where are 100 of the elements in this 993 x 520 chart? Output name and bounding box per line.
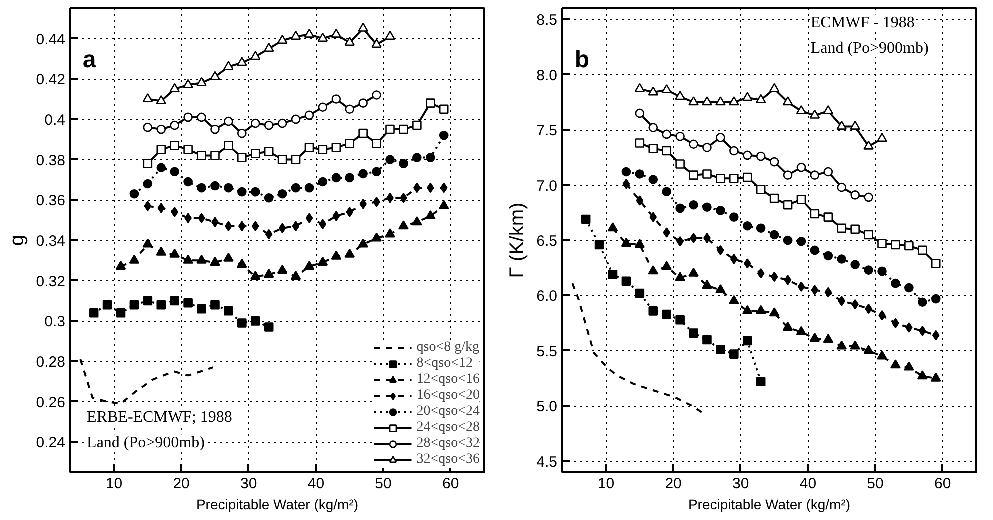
y-tick-label: 0.32 xyxy=(36,273,66,290)
point xyxy=(702,335,712,345)
point xyxy=(439,104,449,114)
point xyxy=(143,122,153,132)
point xyxy=(810,209,820,219)
point xyxy=(130,189,140,199)
point xyxy=(278,189,288,199)
point xyxy=(864,345,874,354)
point xyxy=(197,183,206,193)
point xyxy=(850,224,860,234)
point xyxy=(156,124,166,134)
point xyxy=(212,217,219,228)
annotation: ECMWF - 1988 xyxy=(810,14,915,32)
point xyxy=(425,210,436,220)
point xyxy=(891,240,900,250)
point xyxy=(676,204,685,214)
legend-label: 12<qso<16 xyxy=(416,372,480,388)
point xyxy=(648,123,658,132)
point xyxy=(197,112,206,122)
point xyxy=(810,246,820,256)
y-tick-label: 0.44 xyxy=(36,31,66,48)
point xyxy=(675,91,686,100)
x-axis-title: Precipitable Water (kg/m²) xyxy=(688,496,851,512)
point xyxy=(904,362,914,371)
point xyxy=(184,145,193,154)
point xyxy=(716,284,726,294)
point xyxy=(238,128,247,138)
point xyxy=(634,239,646,248)
point xyxy=(850,120,860,130)
y-tick-label: 7.0 xyxy=(536,178,558,195)
point xyxy=(318,32,328,42)
point xyxy=(823,334,834,344)
point xyxy=(198,213,206,224)
point xyxy=(156,300,166,310)
point xyxy=(730,212,739,222)
point xyxy=(930,372,942,382)
point xyxy=(197,304,206,314)
point xyxy=(438,200,450,210)
point xyxy=(662,187,672,197)
x-tick-label: 60 xyxy=(442,476,460,492)
x-tick-label: 10 xyxy=(598,476,615,492)
point xyxy=(184,112,193,122)
legend-label: 8<qso<12 xyxy=(416,356,473,372)
point xyxy=(358,98,368,108)
point xyxy=(304,183,314,193)
point xyxy=(278,155,288,164)
point xyxy=(142,238,154,248)
point xyxy=(264,43,274,52)
point xyxy=(386,155,395,164)
point xyxy=(729,295,740,305)
point xyxy=(648,86,659,96)
point xyxy=(116,308,126,318)
point xyxy=(716,174,726,184)
point xyxy=(716,133,726,142)
point xyxy=(170,120,180,130)
point xyxy=(756,94,766,104)
point xyxy=(702,280,712,290)
point xyxy=(838,296,846,306)
point xyxy=(608,270,618,280)
point xyxy=(864,230,874,240)
point xyxy=(250,316,260,326)
point xyxy=(770,272,778,282)
point xyxy=(278,118,288,128)
point xyxy=(689,170,698,180)
point xyxy=(891,278,900,288)
point xyxy=(782,96,794,106)
y-tick-label: 5.0 xyxy=(536,398,558,416)
point xyxy=(810,170,820,180)
point xyxy=(210,256,220,266)
point xyxy=(265,229,273,240)
point xyxy=(372,232,382,242)
point xyxy=(608,222,618,232)
point xyxy=(345,139,355,148)
point xyxy=(824,251,834,261)
point xyxy=(264,268,274,278)
point xyxy=(850,260,860,270)
point xyxy=(636,196,644,206)
point xyxy=(676,315,685,325)
point xyxy=(702,170,712,179)
point xyxy=(702,143,712,152)
point xyxy=(183,254,194,264)
point xyxy=(158,203,166,214)
y-tick-label: 0.36 xyxy=(36,192,66,210)
point xyxy=(756,224,766,233)
x-tick-label: 40 xyxy=(800,476,817,492)
y-axis-title: Γ (K/km) xyxy=(506,202,529,278)
point xyxy=(291,183,301,193)
point xyxy=(399,124,408,134)
point xyxy=(130,300,140,310)
point xyxy=(796,105,807,114)
point xyxy=(412,153,422,162)
y-axis-title: g xyxy=(6,234,28,246)
x-tick-label: 30 xyxy=(732,476,750,492)
legend-label: qso<8 g/kg xyxy=(416,340,480,356)
y-tick-label: 0.28 xyxy=(36,354,66,372)
annotation: ERBE-ECMWF; 1988 xyxy=(87,409,232,426)
point xyxy=(730,174,739,184)
point xyxy=(143,296,153,306)
point xyxy=(823,105,834,114)
point xyxy=(264,120,274,130)
